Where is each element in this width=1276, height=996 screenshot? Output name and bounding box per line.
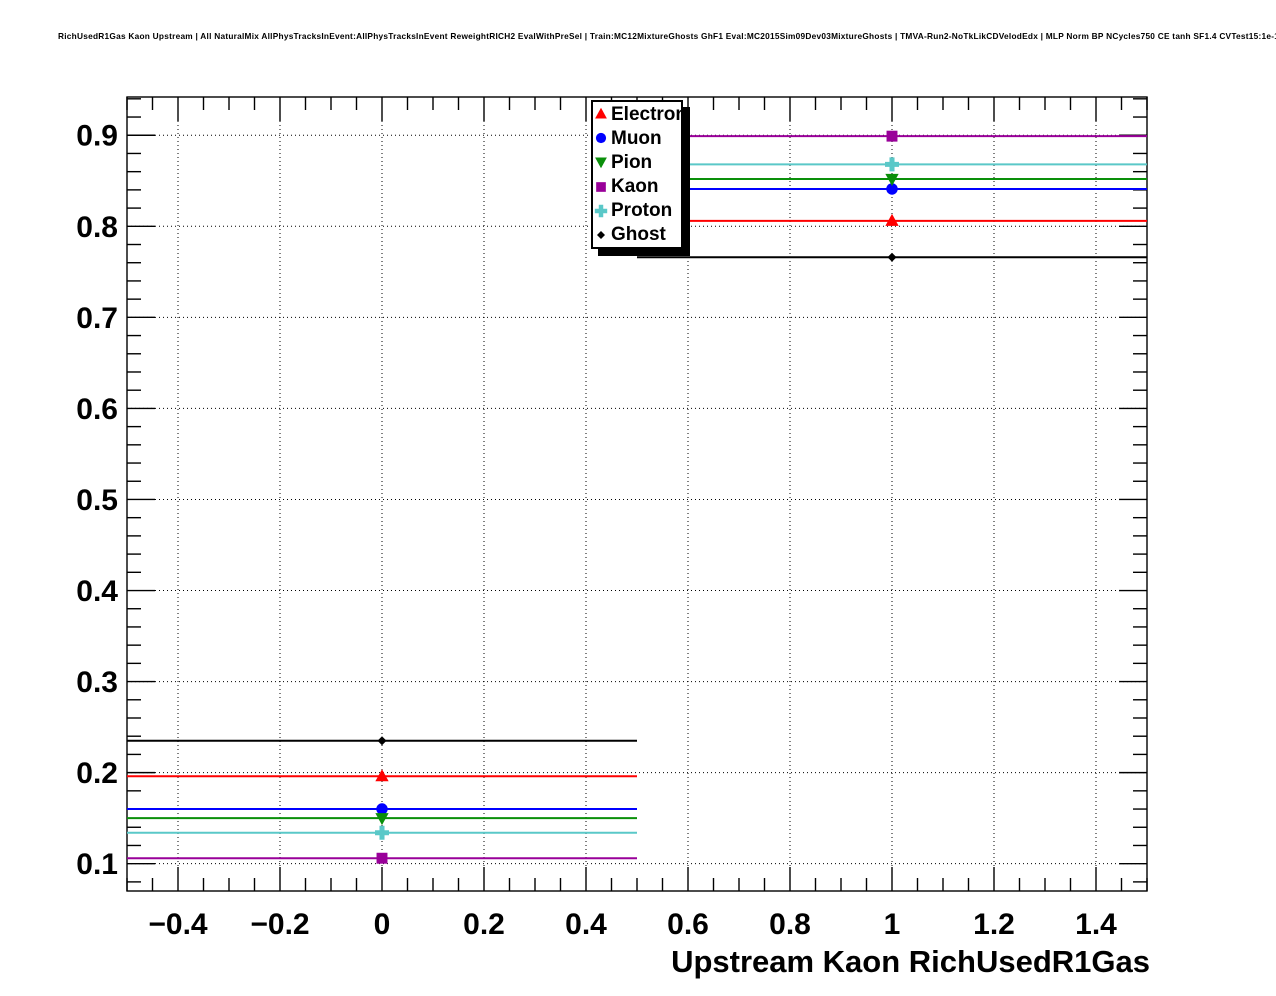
x-tick-label: 1 (884, 908, 901, 941)
legend-label: Kaon (611, 176, 659, 198)
legend-entry-kaon: Kaon (594, 176, 681, 198)
legend-triangle-down-icon (595, 157, 607, 169)
y-tick-label: 0.5 (76, 484, 118, 517)
legend-label: Proton (611, 200, 673, 222)
legend-cross-icon (594, 204, 608, 217)
marker-circle (376, 803, 388, 815)
marker-square (596, 181, 606, 192)
y-tick-label: 0.7 (76, 302, 118, 335)
marker-cross (594, 204, 608, 217)
y-tick-label: 0.3 (76, 666, 118, 699)
marker-triangle-down (885, 173, 899, 186)
legend-entry-electron: Electron (594, 103, 687, 125)
x-tick-label: 0.8 (769, 908, 811, 941)
legend-label: Muon (611, 127, 662, 149)
x-tick-label: −0.2 (250, 908, 309, 941)
legend-label: Electron (611, 103, 688, 125)
marker-triangle-up (885, 213, 899, 226)
marker-triangle-down (595, 157, 607, 169)
y-tick-label: 0.4 (76, 575, 118, 608)
x-tick-label: 0.4 (565, 908, 607, 941)
legend-square-icon (596, 181, 606, 192)
y-tick-label: 0.6 (76, 393, 118, 426)
legend-label: Pion (611, 151, 653, 173)
marker-circle (886, 183, 898, 195)
marker-circle (595, 133, 607, 144)
y-tick-label: 0.2 (76, 757, 118, 790)
legend-box: Electron Muon Pion Kaon Proton Ghost (591, 100, 687, 249)
plot-title: RichUsedR1Gas Kaon Upstream | All Natura… (58, 31, 1276, 41)
legend-diamond-small-icon (597, 230, 605, 239)
legend-triangle-up-icon (595, 107, 607, 119)
legend-entry-pion: Pion (594, 151, 681, 173)
x-tick-label: −0.4 (148, 908, 208, 941)
legend-entry-proton: Proton (594, 200, 681, 222)
marker-triangle-up (595, 107, 607, 119)
x-tick-label: 0.2 (463, 908, 505, 941)
x-tick-label: 0.6 (667, 908, 709, 941)
marker-diamond-small (597, 230, 605, 239)
marker-square (376, 852, 388, 864)
marker-triangle-up (375, 769, 389, 782)
marker-triangle-down (375, 813, 389, 826)
legend-entry-ghost: Ghost (594, 224, 681, 246)
marker-square (886, 130, 898, 142)
legend-label: Ghost (611, 224, 666, 246)
x-axis-title: Upstream Kaon RichUsedR1Gas (671, 944, 1150, 979)
legend-entry-muon: Muon (594, 127, 681, 149)
x-tick-label: 1.2 (973, 908, 1015, 941)
marker-cross (885, 157, 899, 172)
marker-diamond-small (377, 736, 387, 746)
x-tick-label: 1.4 (1075, 908, 1117, 941)
y-tick-label: 0.1 (76, 848, 118, 881)
legend-circle-icon (595, 133, 607, 144)
x-tick-label: 0 (374, 908, 391, 941)
y-tick-label: 0.8 (76, 211, 118, 244)
marker-cross (375, 825, 389, 840)
y-tick-label: 0.9 (76, 120, 118, 153)
marker-diamond-small (887, 252, 897, 262)
